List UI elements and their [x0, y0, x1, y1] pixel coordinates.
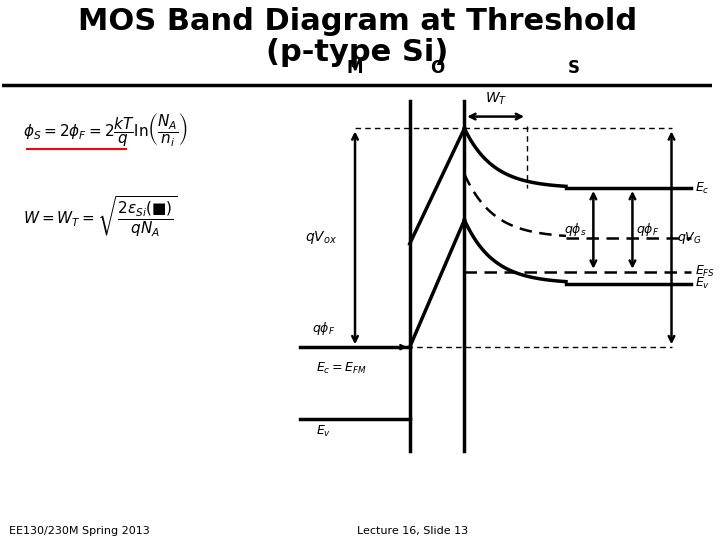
Text: $E_v$: $E_v$	[695, 276, 710, 291]
Text: $q\phi_F$: $q\phi_F$	[312, 320, 336, 338]
Text: $E_{FS}$: $E_{FS}$	[695, 264, 715, 279]
Text: $E_v$: $E_v$	[316, 424, 331, 439]
Text: $W = W_T = \sqrt{\dfrac{2\varepsilon_{Si}(\blacksquare)}{qN_A}}$: $W = W_T = \sqrt{\dfrac{2\varepsilon_{Si…	[23, 194, 178, 239]
Text: $E_c= E_{FM}$: $E_c= E_{FM}$	[316, 361, 366, 376]
Text: S: S	[568, 59, 580, 77]
Text: O: O	[430, 59, 444, 77]
Text: EE130/230M Spring 2013: EE130/230M Spring 2013	[9, 526, 150, 536]
Text: $qV_G$: $qV_G$	[678, 230, 702, 246]
Text: M: M	[347, 59, 364, 77]
Text: $E_c$: $E_c$	[695, 180, 709, 195]
Text: $W_T$: $W_T$	[485, 91, 507, 107]
Text: $qV_{ox}$: $qV_{ox}$	[305, 230, 337, 246]
Text: MOS Band Diagram at Threshold
(p-type Si): MOS Band Diagram at Threshold (p-type Si…	[78, 7, 636, 67]
Text: Lecture 16, Slide 13: Lecture 16, Slide 13	[357, 526, 468, 536]
Text: $q\phi_s$: $q\phi_s$	[564, 221, 586, 238]
Text: $\phi_S = 2\phi_F = 2\dfrac{kT}{q}\ln\!\left(\dfrac{N_A}{n_i}\right)$: $\phi_S = 2\phi_F = 2\dfrac{kT}{q}\ln\!\…	[23, 112, 188, 149]
Text: $q\phi_F$: $q\phi_F$	[636, 221, 660, 238]
